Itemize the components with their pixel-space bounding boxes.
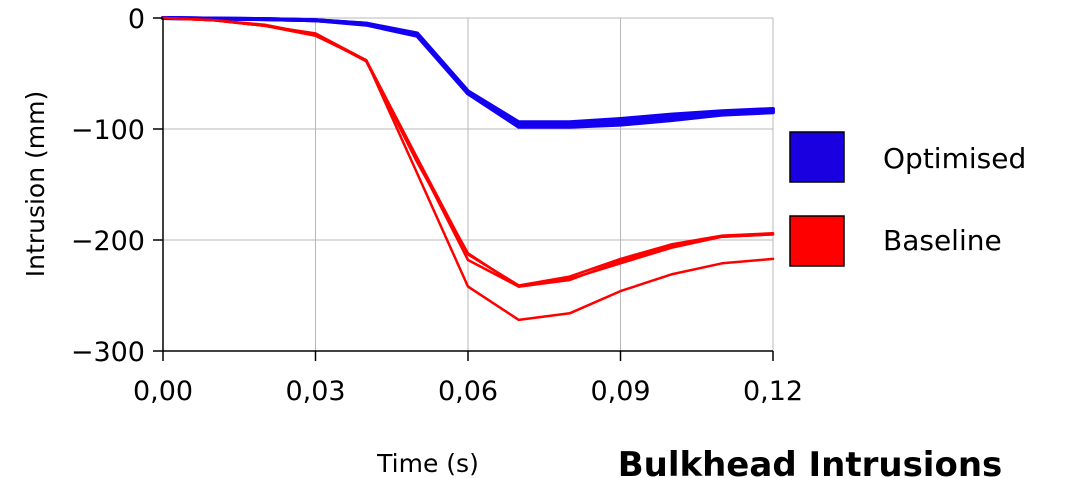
x-tick-label: 0,06 [438, 376, 498, 407]
y-tick-label: −100 [71, 115, 145, 146]
x-tick-label: 0,09 [590, 376, 650, 407]
legend-swatch-baseline [789, 215, 845, 267]
axes [153, 17, 774, 361]
series-lines [161, 16, 775, 322]
y-tick-label: −300 [71, 337, 145, 368]
legend: Optimised Baseline [789, 131, 1026, 267]
x-axis-title: Time (s) [376, 449, 479, 478]
gridlines [163, 17, 774, 352]
y-tick-label: −200 [71, 226, 145, 257]
legend-label-optimised: Optimised [883, 142, 1026, 175]
x-tick-label: 0,12 [743, 376, 803, 407]
tick-labels: 0 −100 −200 −300 0,00 0,03 0,06 0,09 0,12 [71, 4, 803, 407]
series-line-baseline-7 [161, 16, 775, 287]
x-tick-label: 0,00 [133, 376, 193, 407]
chart-title: Bulkhead Intrusions [618, 445, 1003, 478]
y-tick-label: 0 [128, 4, 145, 35]
series-line-optimised-3 [161, 16, 775, 129]
y-axis-title: Intrusion (mm) [21, 91, 50, 277]
legend-label-baseline: Baseline [883, 224, 1002, 257]
x-tick-label: 0,03 [285, 376, 345, 407]
legend-swatch-optimised [789, 131, 845, 183]
